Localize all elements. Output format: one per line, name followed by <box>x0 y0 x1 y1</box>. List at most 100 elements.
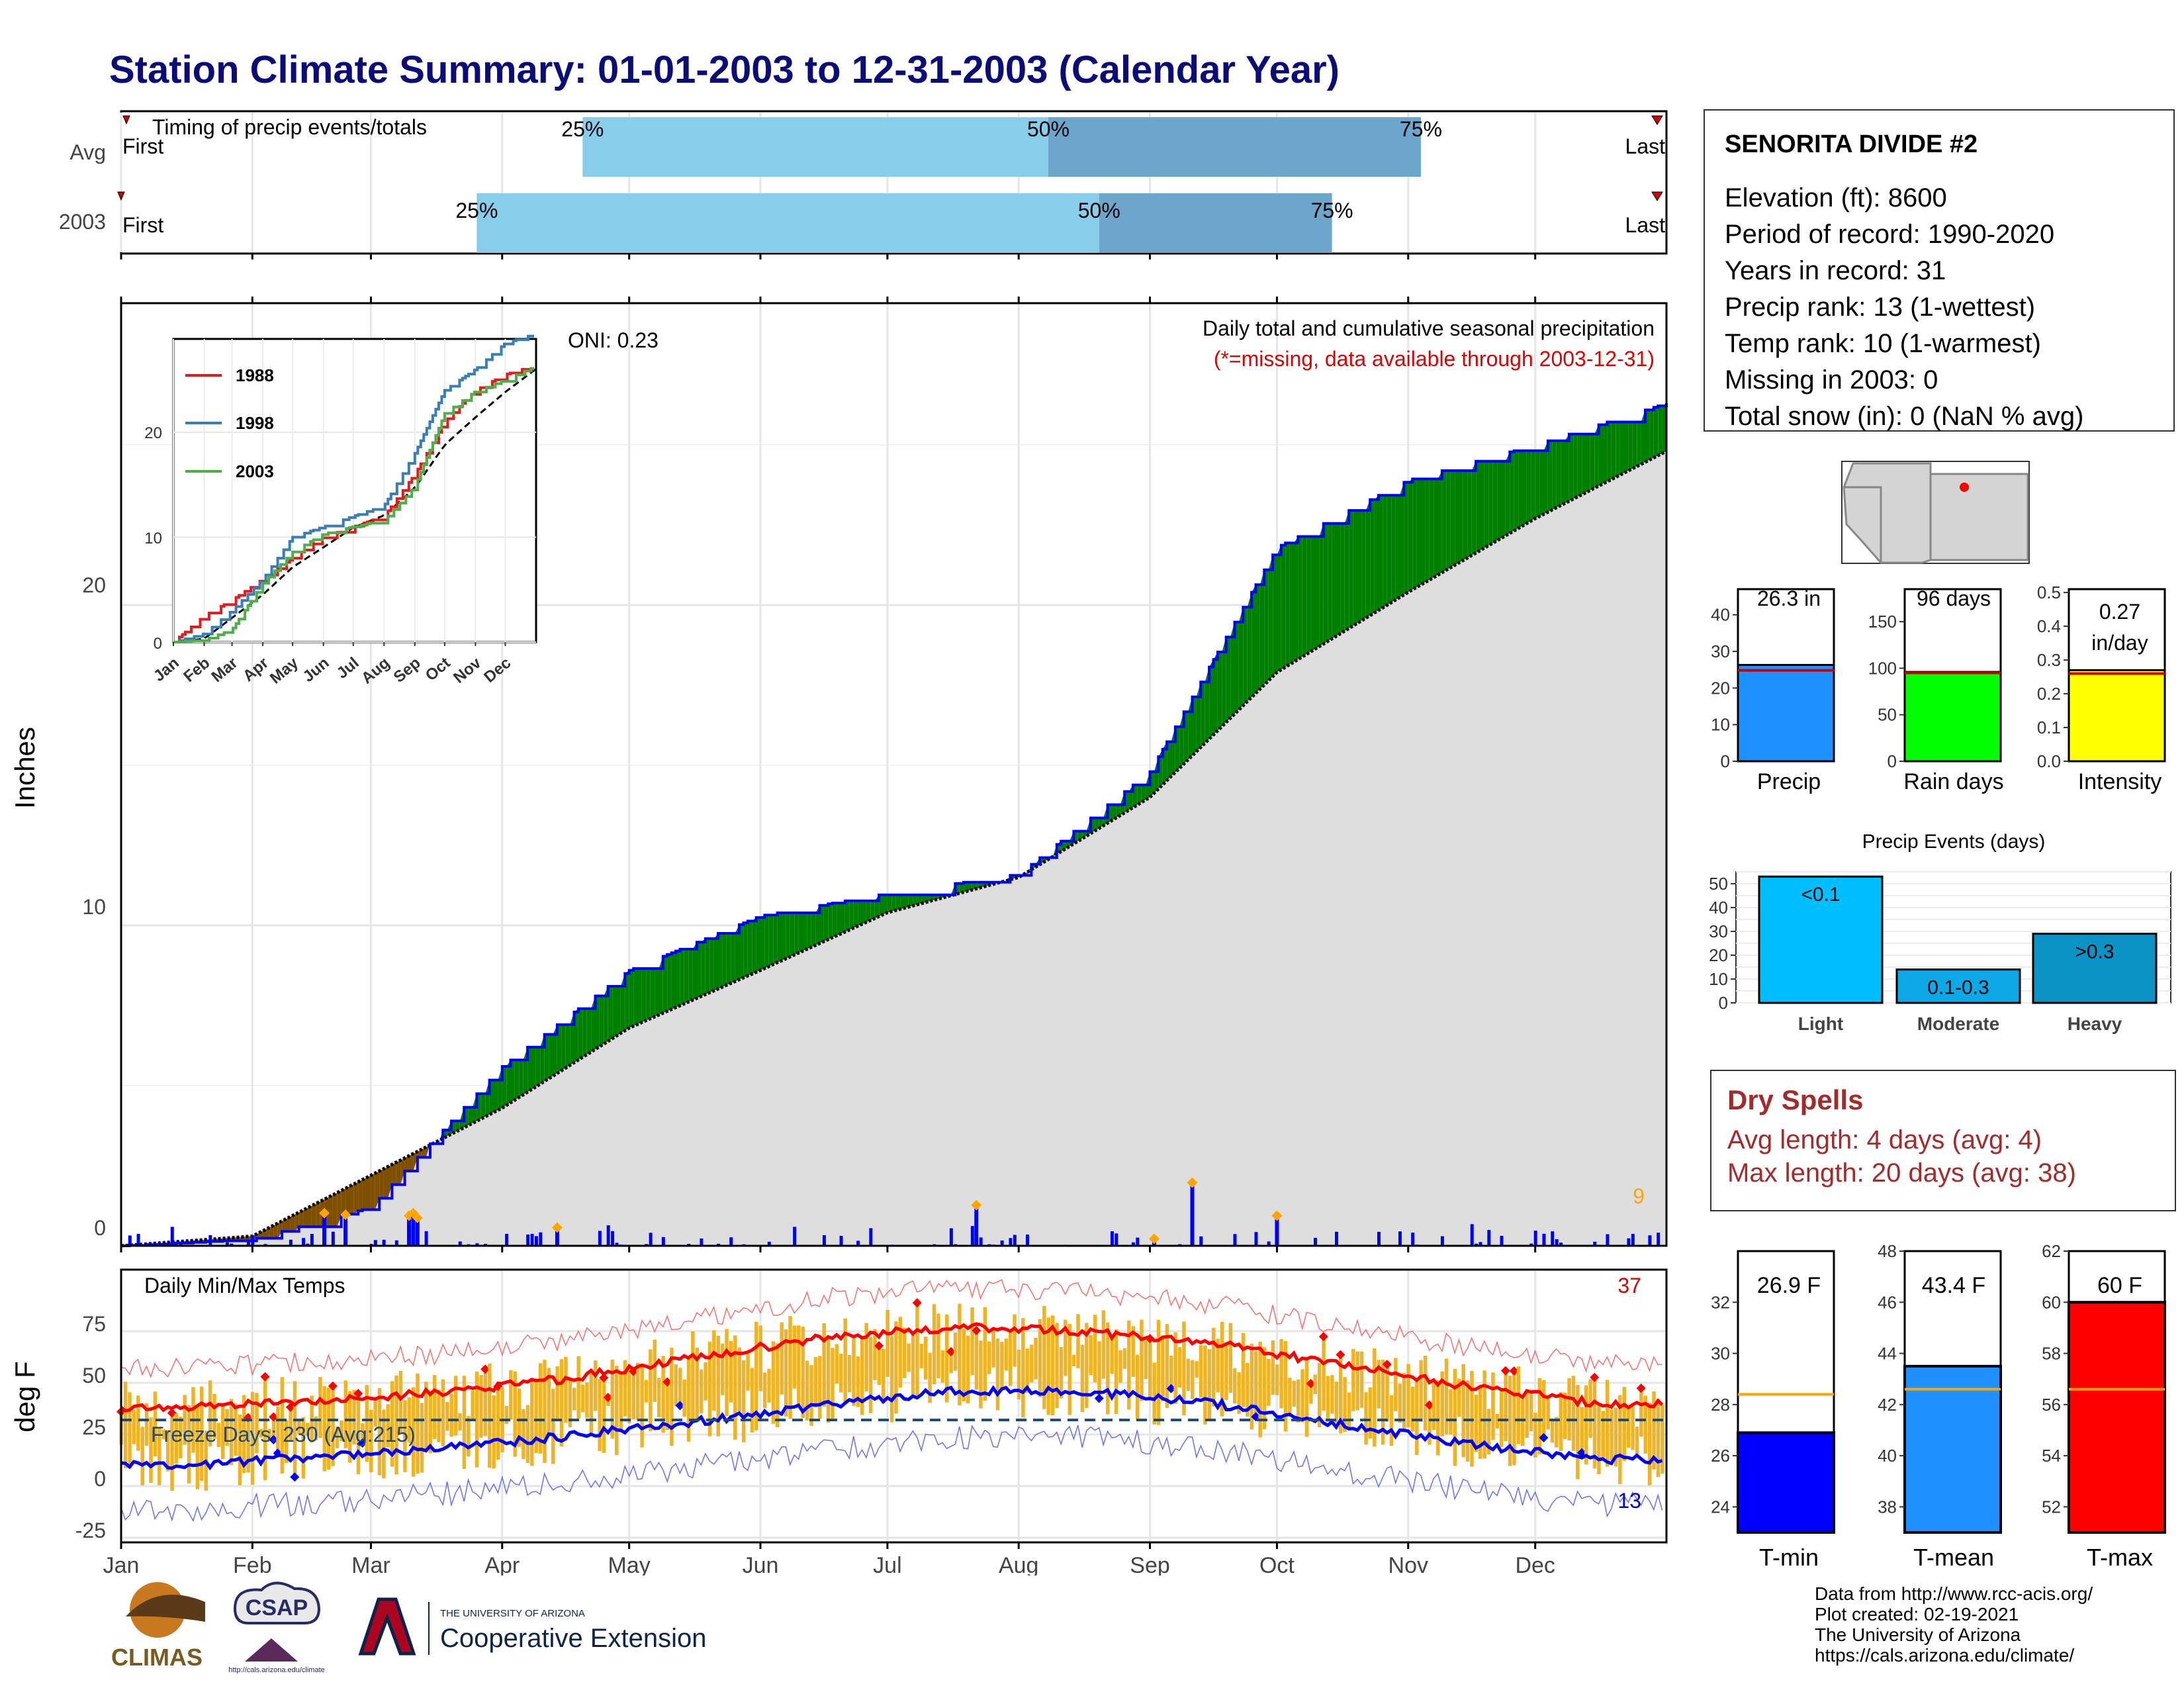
daily-temp-range-bar <box>1271 1340 1275 1395</box>
above-normal-area <box>777 913 782 963</box>
daily-precip-bar <box>424 1231 428 1246</box>
daily-temp-range-bar <box>158 1428 161 1485</box>
daily-precip-bar <box>611 1231 615 1246</box>
below-normal-area <box>332 1192 338 1227</box>
daily-temp-range-bar <box>1652 1391 1656 1470</box>
above-normal-area <box>561 1025 566 1071</box>
daily-precip-bar <box>1606 1234 1610 1246</box>
daily-temp-range-bar <box>712 1330 716 1411</box>
credit-line: The University of Arizona <box>1815 1624 2021 1645</box>
daily-temp-range-bar <box>1571 1376 1576 1451</box>
daily-precip-bar <box>343 1215 348 1246</box>
above-normal-area <box>1289 543 1294 665</box>
temp-plot-area <box>116 1268 1668 1544</box>
record-high-marker <box>1424 1400 1434 1410</box>
daily-temp-range-bar <box>576 1356 580 1419</box>
credit-line: Data from http://www.rcc-acis.org/ <box>1815 1583 2093 1604</box>
above-normal-area <box>578 1008 583 1060</box>
temp-ytick: 50 <box>82 1364 106 1387</box>
daily-temp-range-bar <box>149 1417 153 1483</box>
daily-temp-range-bar <box>271 1417 276 1440</box>
daily-temp-range-bar <box>623 1360 627 1417</box>
daily-temp-range-bar <box>682 1380 686 1417</box>
daily-temp-range-bar <box>1034 1337 1038 1380</box>
daily-temp-range-bar <box>852 1337 856 1406</box>
precip-ylabel: Inches <box>9 727 40 809</box>
daily-temp-range-bar <box>1610 1409 1614 1461</box>
above-normal-area <box>768 915 774 966</box>
events-tick-label: 50 <box>1709 874 1728 894</box>
missing-day-marker <box>971 1199 982 1211</box>
event-bar <box>1895 968 2021 1004</box>
below-normal-area <box>388 1164 392 1199</box>
daily-temp-range-bar <box>1279 1338 1283 1409</box>
daily-precip-bar <box>700 1238 704 1246</box>
daily-temp-range-bar <box>437 1389 441 1442</box>
daily-temp-range-bar <box>780 1322 784 1395</box>
month-label: Dec <box>1515 1553 1555 1575</box>
daily-temp-range-bar <box>886 1309 889 1378</box>
daily-precip-bar <box>1013 1235 1017 1246</box>
month-label: Apr <box>484 1553 520 1575</box>
mini-bar-tick-label: 100 <box>1868 658 1897 678</box>
tmean-name: T-mean <box>1913 1544 1994 1571</box>
daily-precip-bar <box>534 1236 538 1246</box>
above-normal-area <box>1416 479 1421 588</box>
daily-temp-range-bar <box>551 1389 555 1464</box>
mini-bar-tick-label: 20 <box>1711 678 1730 698</box>
daily-precip-bar <box>1500 1235 1504 1246</box>
above-normal-area <box>455 1121 460 1132</box>
daily-temp-range-bar <box>932 1304 936 1385</box>
above-normal-area <box>633 968 638 1027</box>
daily-temp-range-bar <box>424 1382 428 1450</box>
timing-percent-label: 75% <box>1311 199 1353 222</box>
daily-temp-range-bar <box>580 1384 585 1413</box>
precip-title: Daily total and cumulative seasonal prec… <box>1203 316 1655 340</box>
above-normal-area <box>1298 536 1302 660</box>
above-normal-area <box>705 939 710 995</box>
mini-bars: 0 10 20 30 40 0 50 100 150 0.0 0.1 0.2 0.3 0.4 0.5 <box>1711 583 2166 771</box>
daily-precip-bar <box>1026 1234 1030 1246</box>
daily-temp-range-bar <box>1177 1346 1182 1388</box>
above-normal-area <box>739 923 744 980</box>
above-normal-area <box>697 942 702 998</box>
average-min-line <box>120 1385 1663 1471</box>
daily-temp-range-bar <box>987 1341 991 1374</box>
timing-percent-label: 75% <box>1400 117 1442 141</box>
daily-precip-bar <box>1657 1233 1661 1246</box>
event-category-label: Light <box>1798 1013 1843 1034</box>
inset-year-line <box>173 334 534 643</box>
daily-temp-range-bar <box>420 1403 424 1473</box>
mini-bar-tick-label: 50 <box>1878 705 1897 725</box>
daily-temp-range-bar <box>1500 1389 1504 1447</box>
daily-temp-range-bar <box>165 1430 170 1472</box>
record-high-marker <box>1306 1379 1316 1389</box>
daily-temp-range-bar <box>995 1338 1000 1411</box>
above-normal-area <box>1497 461 1502 541</box>
daily-temp-range-bar <box>1512 1372 1516 1466</box>
daily-precip-bar <box>411 1213 416 1246</box>
ua-logo: THE UNIVERSITY OF ARIZONA Cooperative Ex… <box>358 1597 706 1656</box>
above-normal-area <box>1510 450 1514 534</box>
inset-legend-2003: 2003 <box>236 461 274 481</box>
daily-temp-range-bar <box>356 1394 361 1475</box>
daily-temp-range-bar <box>1093 1315 1097 1383</box>
daily-temp-range-bar <box>1605 1380 1610 1467</box>
daily-temp-range-bar <box>919 1343 924 1368</box>
daily-temp-range-bar <box>949 1352 953 1374</box>
daily-temp-range-bar <box>758 1325 762 1391</box>
above-normal-area <box>650 968 655 1019</box>
daily-temp-range-bar <box>1338 1355 1343 1434</box>
below-normal-area <box>404 1156 409 1171</box>
daily-precip-bar <box>1377 1231 1381 1246</box>
daily-temp-range-bar <box>1228 1323 1233 1393</box>
daily-temp-range-bar <box>1071 1354 1076 1367</box>
daily-temp-range-bar <box>1246 1362 1250 1417</box>
temp-bars: 24 26 28 30 32 38 40 42 44 46 48 52 54 56 58 60 62 <box>1711 1241 2166 1534</box>
daily-temp-range-bar <box>1169 1355 1173 1389</box>
daily-precip-bar <box>230 1243 234 1246</box>
daily-temp-range-bar <box>991 1329 995 1368</box>
above-normal-area <box>832 903 837 938</box>
below-normal-area <box>328 1195 333 1227</box>
daily-temp-range-bar <box>1423 1355 1428 1431</box>
